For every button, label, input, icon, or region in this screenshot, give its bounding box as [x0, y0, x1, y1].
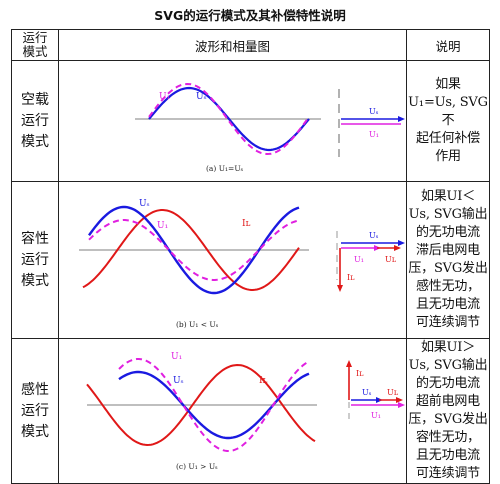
description-line: 的无功电流	[415, 376, 480, 391]
description-line: 感性无功，	[415, 279, 480, 294]
mode-text: 容性	[21, 230, 49, 247]
ui-waveform	[118, 358, 310, 452]
us-phasor-label: Uₛ	[369, 107, 379, 116]
waveform-diagram-c: U₁ Uₛ Iʟ (c) U₁ > Uₛ Iʟ Uₛ Uʟ U₁	[86, 352, 405, 471]
description-line: Us, SVG输出	[408, 207, 488, 222]
description-line: U₁=Us, SVG不	[408, 95, 488, 128]
ul-phasor-label: Uʟ	[387, 388, 399, 397]
il-wave-label: Iʟ	[259, 376, 268, 386]
il-phasor-arrowhead	[346, 360, 352, 367]
il-wave-label: Iʟ	[242, 219, 251, 229]
waveform-cell: U₁ Uₛ (a) U₁=Uₛ Uₛ U₁	[58, 60, 407, 182]
ui-phasor-label: U₁	[371, 411, 381, 420]
mode-text: 运行	[21, 112, 49, 129]
header-description: 说明	[406, 29, 490, 61]
description-line: 压，SVG发出	[408, 412, 488, 427]
table-row-capacitive: 容性 运行 模式 Uₛ U₁ Iʟ (b) U₁ < Uₛ	[11, 181, 490, 339]
mode-text: 模式	[21, 423, 49, 440]
ul-phasor-arrowhead	[394, 245, 401, 251]
waveform-cell: Uₛ U₁ Iʟ (b) U₁ < Uₛ Uₛ U₁ Uʟ Iʟ	[58, 181, 407, 339]
description-cell: 如果UI＜ Us, SVG输出 的无功电流 滞后电网电 压，SVG发出 感性无功…	[406, 181, 490, 339]
table-header-row: 运行 模式 波形和相量图 说明	[11, 29, 490, 61]
mode-text: 运行	[21, 402, 49, 419]
description-line: 可连续调节	[415, 466, 480, 481]
table-row-no-load: 空载 运行 模式 U₁ Uₛ (a) U₁=Uₛ Uₛ U₁ 如果 U₁=Us	[11, 60, 490, 182]
us-waveform	[148, 86, 310, 152]
il-phasor-arrowhead	[337, 285, 343, 292]
mode-text: 运行	[21, 251, 49, 268]
header-mode-line1: 运行	[22, 30, 48, 45]
ui-phasor-label: U₁	[354, 255, 364, 264]
mode-text: 感性	[21, 381, 49, 398]
us-phasor-arrowhead	[398, 240, 405, 246]
us-waveform	[118, 370, 310, 440]
description-line: 如果UI＞	[420, 340, 476, 355]
description-line: 起任何补偿	[415, 131, 480, 146]
description-cell: 如果 U₁=Us, SVG不 起任何补偿 作用	[406, 60, 490, 182]
description-line: 如果	[435, 77, 461, 92]
il-phasor-label: Iʟ	[356, 369, 364, 378]
page-title: SVG的运行模式及其补偿特性说明	[154, 8, 346, 23]
ul-phasor-arrowhead	[396, 397, 403, 403]
description-cell: 如果UI＞ Us, SVG输出 的无功电流 超前电网电 压，SVG发出 容性无功…	[406, 338, 490, 484]
diagram-caption: (a) U₁=Uₛ	[206, 164, 244, 173]
us-wave-label: Uₛ	[173, 376, 184, 386]
description-line: 且无功电流	[415, 297, 480, 312]
header-waveform: 波形和相量图	[58, 29, 407, 61]
description-line: 如果UI＜	[420, 189, 476, 204]
diagram-caption: (b) U₁ < Uₛ	[176, 320, 219, 329]
description-line: 压，SVG发出	[408, 261, 488, 276]
il-waveform	[82, 209, 300, 291]
mode-text: 空载	[21, 91, 49, 108]
il-phasor-label: Iʟ	[347, 273, 355, 282]
ui-wave-label: U₁	[159, 92, 170, 102]
description-line: 滞后电网电	[415, 243, 480, 258]
description-line: 的无功电流	[415, 225, 480, 240]
waveform-diagram-b: Uₛ U₁ Iʟ (b) U₁ < Uₛ Uₛ U₁ Uʟ Iʟ	[79, 199, 405, 329]
mode-cell: 容性 运行 模式	[11, 181, 59, 339]
diagram-caption: (c) U₁ > Uₛ	[176, 462, 218, 471]
description-line: Us, SVG输出	[408, 358, 488, 373]
mode-text: 模式	[21, 272, 49, 289]
us-wave-label: Uₛ	[139, 199, 150, 209]
ui-wave-label: U₁	[157, 221, 168, 231]
description-line: 可连续调节	[415, 315, 480, 330]
mode-text: 模式	[21, 133, 49, 150]
description-line: 作用	[435, 149, 461, 164]
ui-phasor-arrowhead	[398, 402, 405, 408]
table-row-inductive: 感性 运行 模式 U₁ Uₛ Iʟ (c) U₁ > Uₛ	[11, 338, 490, 484]
waveform-cell: U₁ Uₛ Iʟ (c) U₁ > Uₛ Iʟ Uₛ Uʟ U₁	[58, 338, 407, 484]
description-line: 且无功电流	[415, 448, 480, 463]
mode-cell: 空载 运行 模式	[11, 60, 59, 182]
us-waveform	[88, 205, 300, 295]
description-line: 容性无功，	[415, 430, 480, 445]
waveform-diagram-a: U₁ Uₛ (a) U₁=Uₛ Uₛ U₁	[135, 82, 405, 173]
header-mode-line2: 模式	[22, 44, 48, 59]
mode-cell: 感性 运行 模式	[11, 338, 59, 484]
us-phasor-label: Uₛ	[362, 388, 372, 397]
ul-phasor-label: Uʟ	[385, 255, 397, 264]
us-phasor-label: Uₛ	[369, 231, 379, 240]
ui-wave-label: U₁	[171, 352, 182, 362]
ui-phasor-label: U₁	[369, 130, 379, 139]
us-phasor-arrowhead	[398, 116, 405, 122]
header-mode: 运行 模式	[11, 29, 59, 61]
ui-waveform	[88, 219, 300, 281]
svg-mode-table: 运行 模式 波形和相量图 说明 空载 运行 模式 U₁ Uₛ (a) U₁=Uₛ	[11, 29, 490, 484]
us-wave-label: Uₛ	[196, 92, 207, 102]
description-line: 超前电网电	[415, 394, 480, 409]
